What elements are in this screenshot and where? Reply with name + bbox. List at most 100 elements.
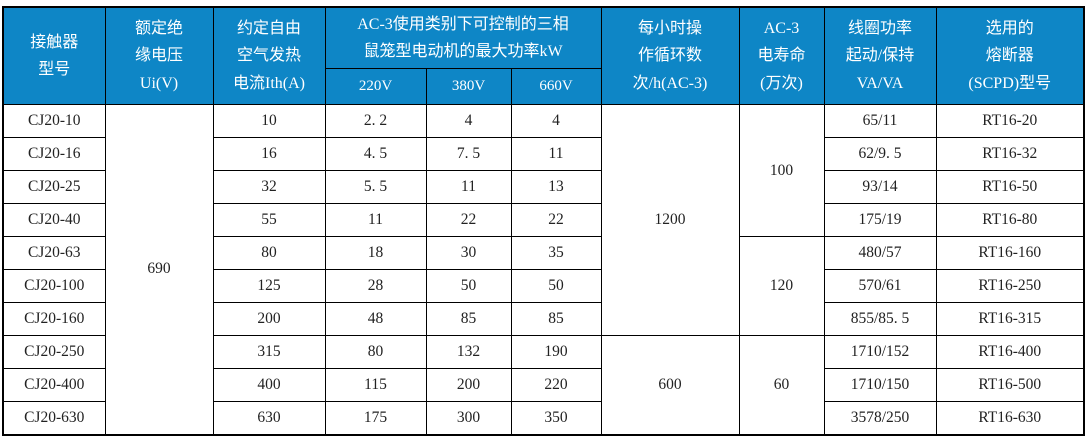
table-row: CJ20-25 32 5. 5 11 13 93/14 RT16-50 <box>2 170 1085 204</box>
table-row: CJ20-160 200 48 85 85 855/85. 5 RT16-315 <box>2 302 1085 336</box>
cell-thermal-current: 400 <box>212 368 326 402</box>
cell-thermal-current: 125 <box>212 269 326 303</box>
cell-model: CJ20-10 <box>2 104 106 138</box>
cell-kw-220v: 18 <box>324 236 427 270</box>
cell-thermal-current: 630 <box>212 401 326 435</box>
cell-kw-660v: 11 <box>510 137 602 171</box>
cell-model: CJ20-250 <box>2 335 106 369</box>
cell-thermal-current: 55 <box>212 203 326 237</box>
header-kw-660v: 660V <box>510 68 602 105</box>
header-kw-380v: 380V <box>425 68 512 105</box>
cell-fuse-type: RT16-630 <box>935 401 1085 435</box>
cell-model: CJ20-25 <box>2 170 106 204</box>
header-thermal-current: 约定自由 空气发热 电流Ith(A) <box>212 6 326 105</box>
cell-insulation-voltage-merged: 690 <box>104 104 214 435</box>
cell-kw-380v: 22 <box>425 203 512 237</box>
table-row: CJ20-63 80 18 30 35 120 480/57 RT16-160 <box>2 236 1085 336</box>
cell-coil-power: 3578/250 <box>823 401 937 435</box>
header-row-top: 接触器 型号 额定绝 缘电压 Ui(V) 约定自由 空气发热 电流Ith(A) … <box>2 6 1085 105</box>
cell-kw-380v: 132 <box>425 335 512 369</box>
cell-fuse-type: RT16-160 <box>935 236 1085 270</box>
cell-model: CJ20-400 <box>2 368 106 402</box>
cell-fuse-type: RT16-500 <box>935 368 1085 402</box>
cell-thermal-current: 32 <box>212 170 326 204</box>
cell-fuse-type: RT16-250 <box>935 269 1085 303</box>
cell-fuse-type: RT16-80 <box>935 203 1085 237</box>
cell-kw-660v: 13 <box>510 170 602 204</box>
cell-kw-660v: 50 <box>510 269 602 303</box>
cell-coil-power: 62/9. 5 <box>823 137 937 171</box>
table-row: CJ20-630 630 175 300 350 3578/250 RT16-630 <box>2 401 1085 435</box>
header-model: 接触器 型号 <box>2 6 106 105</box>
cell-coil-power: 480/57 <box>823 236 937 270</box>
header-insulation-voltage: 额定绝 缘电压 Ui(V) <box>104 6 214 105</box>
cell-fuse-type: RT16-20 <box>935 104 1085 138</box>
cell-model: CJ20-630 <box>2 401 106 435</box>
cell-kw-380v: 50 <box>425 269 512 303</box>
table-row: CJ20-10 690 10 2. 2 4 4 1200 100 65/11 RT16-20 <box>2 104 1085 435</box>
cell-coil-power: 1710/152 <box>823 335 937 369</box>
cell-kw-220v: 4. 5 <box>324 137 427 171</box>
cell-thermal-current: 315 <box>212 335 326 369</box>
cell-electrical-life-merged: 60 <box>738 335 825 435</box>
cell-electrical-life-merged: 100 <box>738 104 825 237</box>
cell-thermal-current: 10 <box>212 104 326 138</box>
table-row: CJ20-250 315 80 132 190 600 60 1710/152 RT16-400 <box>2 335 1085 435</box>
cell-kw-660v: 35 <box>510 236 602 270</box>
cell-kw-220v: 5. 5 <box>324 170 427 204</box>
header-electrical-life: AC-3 电寿命 (万次) <box>738 6 825 105</box>
header-kw-group: AC-3使用类别下可控制的三相 鼠笼型电动机的最大功率kW <box>324 6 602 69</box>
cell-kw-220v: 2. 2 <box>324 104 427 138</box>
cell-kw-660v: 220 <box>510 368 602 402</box>
cell-cycles-merged: 1200 <box>600 104 740 336</box>
cell-model: CJ20-63 <box>2 236 106 270</box>
table-header: 接触器 型号 额定绝 缘电压 Ui(V) 约定自由 空气发热 电流Ith(A) … <box>2 6 1085 105</box>
cell-kw-380v: 300 <box>425 401 512 435</box>
cell-fuse-type: RT16-400 <box>935 335 1085 369</box>
cell-kw-380v: 7. 5 <box>425 137 512 171</box>
cell-kw-380v: 30 <box>425 236 512 270</box>
cell-fuse-type: RT16-32 <box>935 137 1085 171</box>
cell-coil-power: 65/11 <box>823 104 937 138</box>
cell-fuse-type: RT16-315 <box>935 302 1085 336</box>
cell-kw-380v: 11 <box>425 170 512 204</box>
cell-coil-power: 570/61 <box>823 269 937 303</box>
header-row-sub: 220V 380V 660V <box>3 68 1084 105</box>
cell-kw-660v: 4 <box>510 104 602 138</box>
cell-cycles-merged: 600 <box>600 335 740 435</box>
cell-kw-220v: 28 <box>324 269 427 303</box>
header-coil-power: 线圈功率 起动/保持 VA/VA <box>823 6 937 105</box>
cell-kw-220v: 80 <box>324 335 427 369</box>
header-cycles-per-hour: 每小时操 作循环数 次/h(AC-3) <box>600 6 740 105</box>
cell-kw-660v: 190 <box>510 335 602 369</box>
cell-kw-220v: 115 <box>324 368 427 402</box>
cell-model: CJ20-16 <box>2 137 106 171</box>
cell-model: CJ20-40 <box>2 203 106 237</box>
table-body: CJ20-10 690 10 2. 2 4 4 1200 100 65/11 RT16-20 CJ2… <box>2 104 1085 435</box>
header-kw-220v: 220V <box>324 68 427 105</box>
cell-kw-220v: 48 <box>324 302 427 336</box>
cell-electrical-life-merged: 120 <box>738 236 825 336</box>
table-row: CJ20-100 125 28 50 50 570/61 RT16-250 <box>2 269 1085 303</box>
cell-model: CJ20-160 <box>2 302 106 336</box>
cell-thermal-current: 200 <box>212 302 326 336</box>
header-fuse-type: 选用的 熔断器 (SCPD)型号 <box>935 6 1085 105</box>
cell-kw-380v: 200 <box>425 368 512 402</box>
cell-coil-power: 93/14 <box>823 170 937 204</box>
spec-table: 接触器 型号 额定绝 缘电压 Ui(V) 约定自由 空气发热 电流Ith(A) … <box>2 6 1085 436</box>
cell-coil-power: 855/85. 5 <box>823 302 937 336</box>
cell-fuse-type: RT16-50 <box>935 170 1085 204</box>
cell-kw-660v: 85 <box>510 302 602 336</box>
table-row: CJ20-40 55 11 22 22 175/19 RT16-80 <box>2 203 1085 237</box>
cell-model: CJ20-100 <box>2 269 106 303</box>
cell-kw-660v: 22 <box>510 203 602 237</box>
cell-kw-660v: 350 <box>510 401 602 435</box>
cell-coil-power: 1710/150 <box>823 368 937 402</box>
cell-kw-380v: 85 <box>425 302 512 336</box>
cell-thermal-current: 16 <box>212 137 326 171</box>
table-row: CJ20-16 16 4. 5 7. 5 11 62/9. 5 RT16-32 <box>2 137 1085 171</box>
cell-thermal-current: 80 <box>212 236 326 270</box>
table-row: CJ20-400 400 115 200 220 1710/150 RT16-500 <box>2 368 1085 402</box>
cell-kw-220v: 11 <box>324 203 427 237</box>
cell-coil-power: 175/19 <box>823 203 937 237</box>
